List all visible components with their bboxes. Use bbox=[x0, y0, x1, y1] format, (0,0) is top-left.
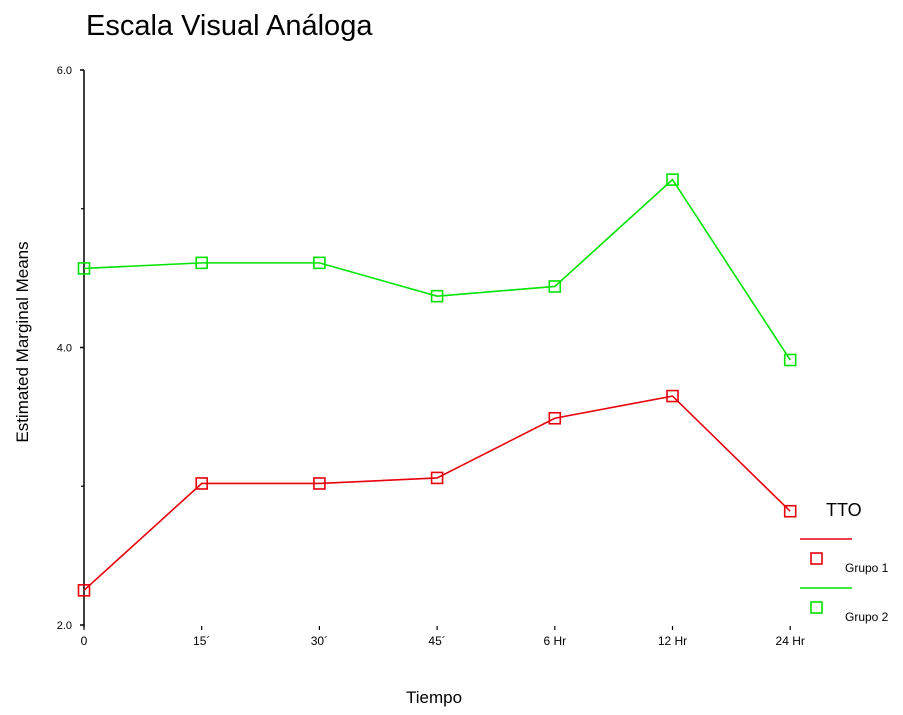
data-point bbox=[548, 411, 562, 425]
series-line bbox=[83, 395, 791, 591]
data-point bbox=[195, 477, 208, 490]
chart-title: Escala Visual Análoga bbox=[86, 10, 373, 42]
x-tick-label: 45´ bbox=[428, 634, 445, 648]
series-2 bbox=[77, 173, 797, 367]
legend-label: Grupo 1 bbox=[845, 561, 889, 575]
data-point bbox=[430, 289, 444, 303]
x-ticks: 0 15´ 30´ 45´ 6 Hr 12 Hr 24 Hr bbox=[81, 626, 805, 648]
y-axis: 2.0 4.0 6.0 bbox=[57, 65, 85, 632]
data-point bbox=[77, 262, 91, 275]
legend-marker bbox=[810, 552, 823, 565]
x-axis: 0 15´ 30´ 45´ 6 Hr 12 Hr 24 Hr bbox=[81, 626, 805, 648]
data-point bbox=[548, 280, 562, 293]
x-tick-label: 0 bbox=[81, 634, 88, 648]
legend-marker bbox=[810, 601, 823, 614]
legend-items: Grupo 1 Grupo 2 bbox=[800, 538, 889, 624]
x-tick-label: 15´ bbox=[193, 634, 210, 648]
y-axis-label: Estimated Marginal Means bbox=[13, 241, 32, 442]
series-line bbox=[83, 178, 791, 361]
legend: TTO Grupo 1 Grupo 2 bbox=[800, 500, 889, 624]
x-tick-label: 24 Hr bbox=[776, 634, 805, 648]
y-tick-label: 6.0 bbox=[57, 65, 72, 77]
x-tick-label: 30´ bbox=[311, 634, 328, 648]
data-point bbox=[783, 504, 797, 518]
data-point bbox=[313, 477, 326, 490]
x-tick-label: 12 Hr bbox=[658, 634, 687, 648]
y-tick-label: 4.0 bbox=[57, 343, 72, 355]
x-tick-label: 6 Hr bbox=[543, 634, 566, 648]
legend-title: TTO bbox=[826, 500, 862, 520]
legend-item: Grupo 1 bbox=[800, 538, 889, 575]
data-point bbox=[666, 389, 679, 403]
legend-label: Grupo 2 bbox=[845, 610, 889, 624]
y-ticks: 2.0 4.0 6.0 bbox=[57, 65, 84, 632]
series-1 bbox=[77, 389, 797, 597]
series-layer bbox=[77, 173, 797, 597]
y-tick-label: 2.0 bbox=[57, 620, 72, 632]
data-point bbox=[666, 173, 679, 186]
data-point bbox=[783, 353, 797, 367]
data-point bbox=[77, 584, 91, 597]
data-point bbox=[313, 256, 326, 270]
data-point bbox=[430, 471, 444, 485]
x-axis-label: Tiempo bbox=[406, 688, 462, 707]
data-point bbox=[195, 256, 208, 270]
legend-item: Grupo 2 bbox=[800, 587, 889, 624]
